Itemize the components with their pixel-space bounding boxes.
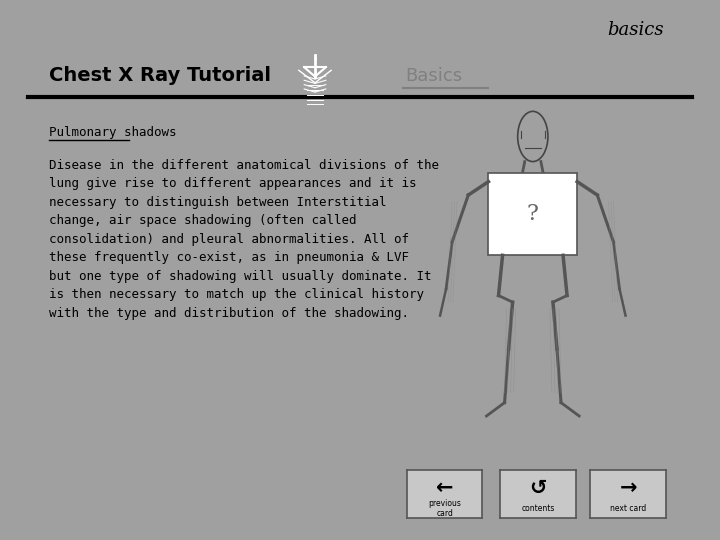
Text: ↺: ↺ [529,478,547,498]
Text: contents: contents [521,504,555,513]
Bar [488,173,577,255]
Text: basics: basics [607,21,664,39]
Text: Chest X Ray Tutorial: Chest X Ray Tutorial [49,66,271,85]
Text: ?: ? [527,203,539,225]
Text: Pulmonary shadows: Pulmonary shadows [49,126,176,139]
Text: →: → [619,478,637,498]
Text: Disease in the different anatomical divisions of the
lung give rise to different: Disease in the different anatomical divi… [49,159,439,320]
Text: next card: next card [610,504,647,513]
Text: ←: ← [436,478,454,498]
Text: Basics: Basics [405,66,462,85]
Text: previous
card: previous card [428,499,461,518]
